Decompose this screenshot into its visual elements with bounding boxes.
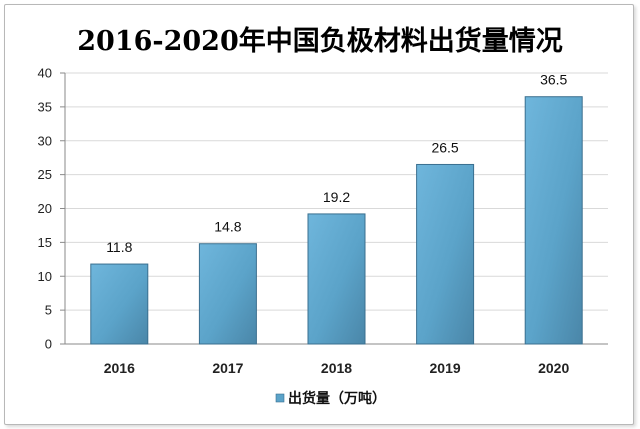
y-tick-label: 25 — [38, 167, 52, 182]
x-category-label: 2016 — [104, 360, 135, 376]
data-label: 11.8 — [106, 239, 132, 255]
x-category-label: 2018 — [321, 360, 352, 376]
bar — [307, 213, 366, 345]
y-tick-label: 0 — [45, 337, 52, 352]
x-axis-categories: 2016 2017 2018 2019 2020 — [104, 360, 570, 376]
data-labels: 11.8 14.8 19.2 26.5 36.5 — [106, 72, 567, 255]
bar — [198, 243, 257, 345]
chart-title: 2016-2020年中国负极材料出货量情况 — [77, 25, 563, 57]
legend-swatch — [275, 393, 285, 403]
y-tick-label: 15 — [38, 235, 52, 250]
x-category-label: 2017 — [212, 360, 243, 376]
y-tick-label: 20 — [38, 201, 52, 216]
x-category-label: 2020 — [538, 360, 569, 376]
y-tick-label: 40 — [38, 66, 52, 81]
data-label: 14.8 — [214, 219, 241, 235]
y-tick-label: 35 — [38, 99, 52, 114]
data-label: 19.2 — [323, 189, 350, 205]
y-tick-label: 30 — [38, 133, 52, 148]
legend-label: 出货量（万吨） — [288, 390, 386, 407]
y-tick-label: 10 — [38, 269, 52, 284]
bar — [416, 163, 475, 345]
bars — [90, 96, 583, 345]
bar — [90, 263, 149, 345]
bar — [524, 96, 583, 345]
legend: 出货量（万吨） — [275, 390, 386, 407]
y-tick-label: 5 — [45, 303, 52, 318]
data-label: 26.5 — [431, 139, 458, 155]
gridlines — [65, 72, 608, 311]
data-label: 36.5 — [540, 72, 567, 88]
x-category-label: 2019 — [430, 360, 461, 376]
y-axis-ticks: 0 5 10 15 20 25 30 35 40 — [38, 66, 65, 352]
